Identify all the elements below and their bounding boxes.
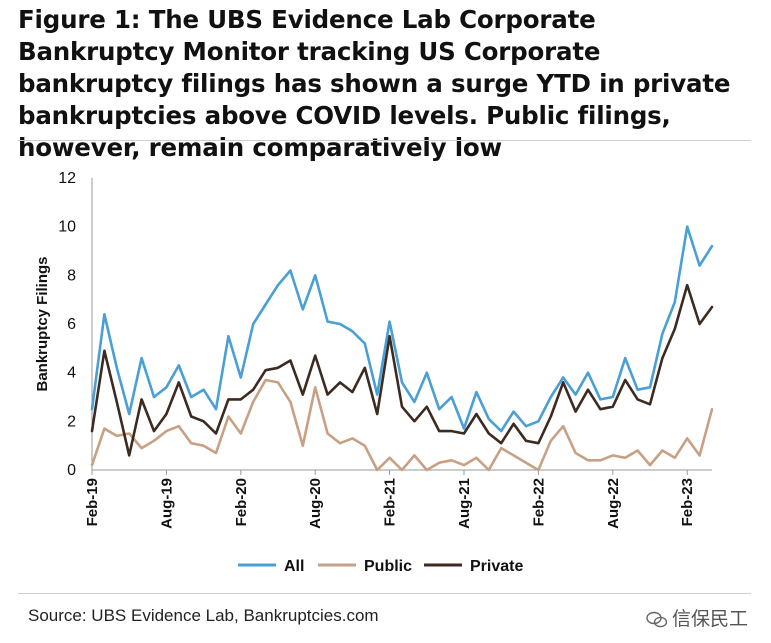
y-tick-label: 8 bbox=[67, 267, 76, 284]
watermark-text: 信保民工 bbox=[672, 608, 749, 630]
legend-label-private: Private bbox=[470, 558, 523, 575]
x-tick-label: Feb-19 bbox=[84, 478, 101, 526]
y-axis-label: Bankruptcy Filings bbox=[34, 256, 51, 391]
y-tick-label: 4 bbox=[67, 365, 76, 382]
figure-title: Figure 1: The UBS Evidence Lab Corporate… bbox=[18, 5, 731, 162]
bankruptcy-line-chart: 0 2 4 6 8 10 12 Bankruptcy Filings Feb-19 Aug-19… bbox=[34, 170, 714, 575]
y-tick-label: 0 bbox=[67, 462, 76, 479]
y-axis: 0 2 4 6 8 10 12 Bankruptcy Filings bbox=[34, 170, 93, 479]
x-tick-label: Aug-19 bbox=[158, 478, 175, 529]
legend-label-all: All bbox=[284, 558, 304, 575]
x-tick-label: Feb-21 bbox=[382, 478, 399, 526]
y-tick-label: 6 bbox=[67, 316, 76, 333]
x-tick-label: Feb-20 bbox=[233, 478, 250, 526]
legend: All Public Private bbox=[238, 558, 523, 575]
x-tick-label: Aug-21 bbox=[456, 478, 473, 529]
y-tick-label: 10 bbox=[58, 219, 76, 236]
series-line-private bbox=[90, 283, 714, 457]
footer-divider bbox=[18, 593, 751, 594]
x-tick-label: Aug-20 bbox=[307, 478, 324, 529]
watermark: 信保民工 bbox=[646, 604, 748, 631]
x-axis: Feb-19 Aug-19 Feb-20 Aug-20 Feb-21 Aug-21 Feb-… bbox=[84, 469, 712, 529]
wechat-icon bbox=[646, 611, 668, 627]
source-note: Source: UBS Evidence Lab, Bankruptcies.c… bbox=[28, 606, 379, 625]
x-tick-label: Feb-23 bbox=[679, 478, 696, 526]
series-line-all bbox=[90, 225, 714, 433]
y-tick-label: 2 bbox=[67, 413, 76, 430]
x-tick-label: Aug-22 bbox=[605, 478, 622, 529]
legend-label-public: Public bbox=[364, 558, 412, 575]
title-divider bbox=[18, 140, 751, 141]
series-lines bbox=[90, 225, 714, 472]
x-tick-label: Feb-22 bbox=[530, 478, 547, 526]
series-line-public bbox=[90, 378, 714, 472]
y-tick-label: 12 bbox=[58, 170, 76, 187]
